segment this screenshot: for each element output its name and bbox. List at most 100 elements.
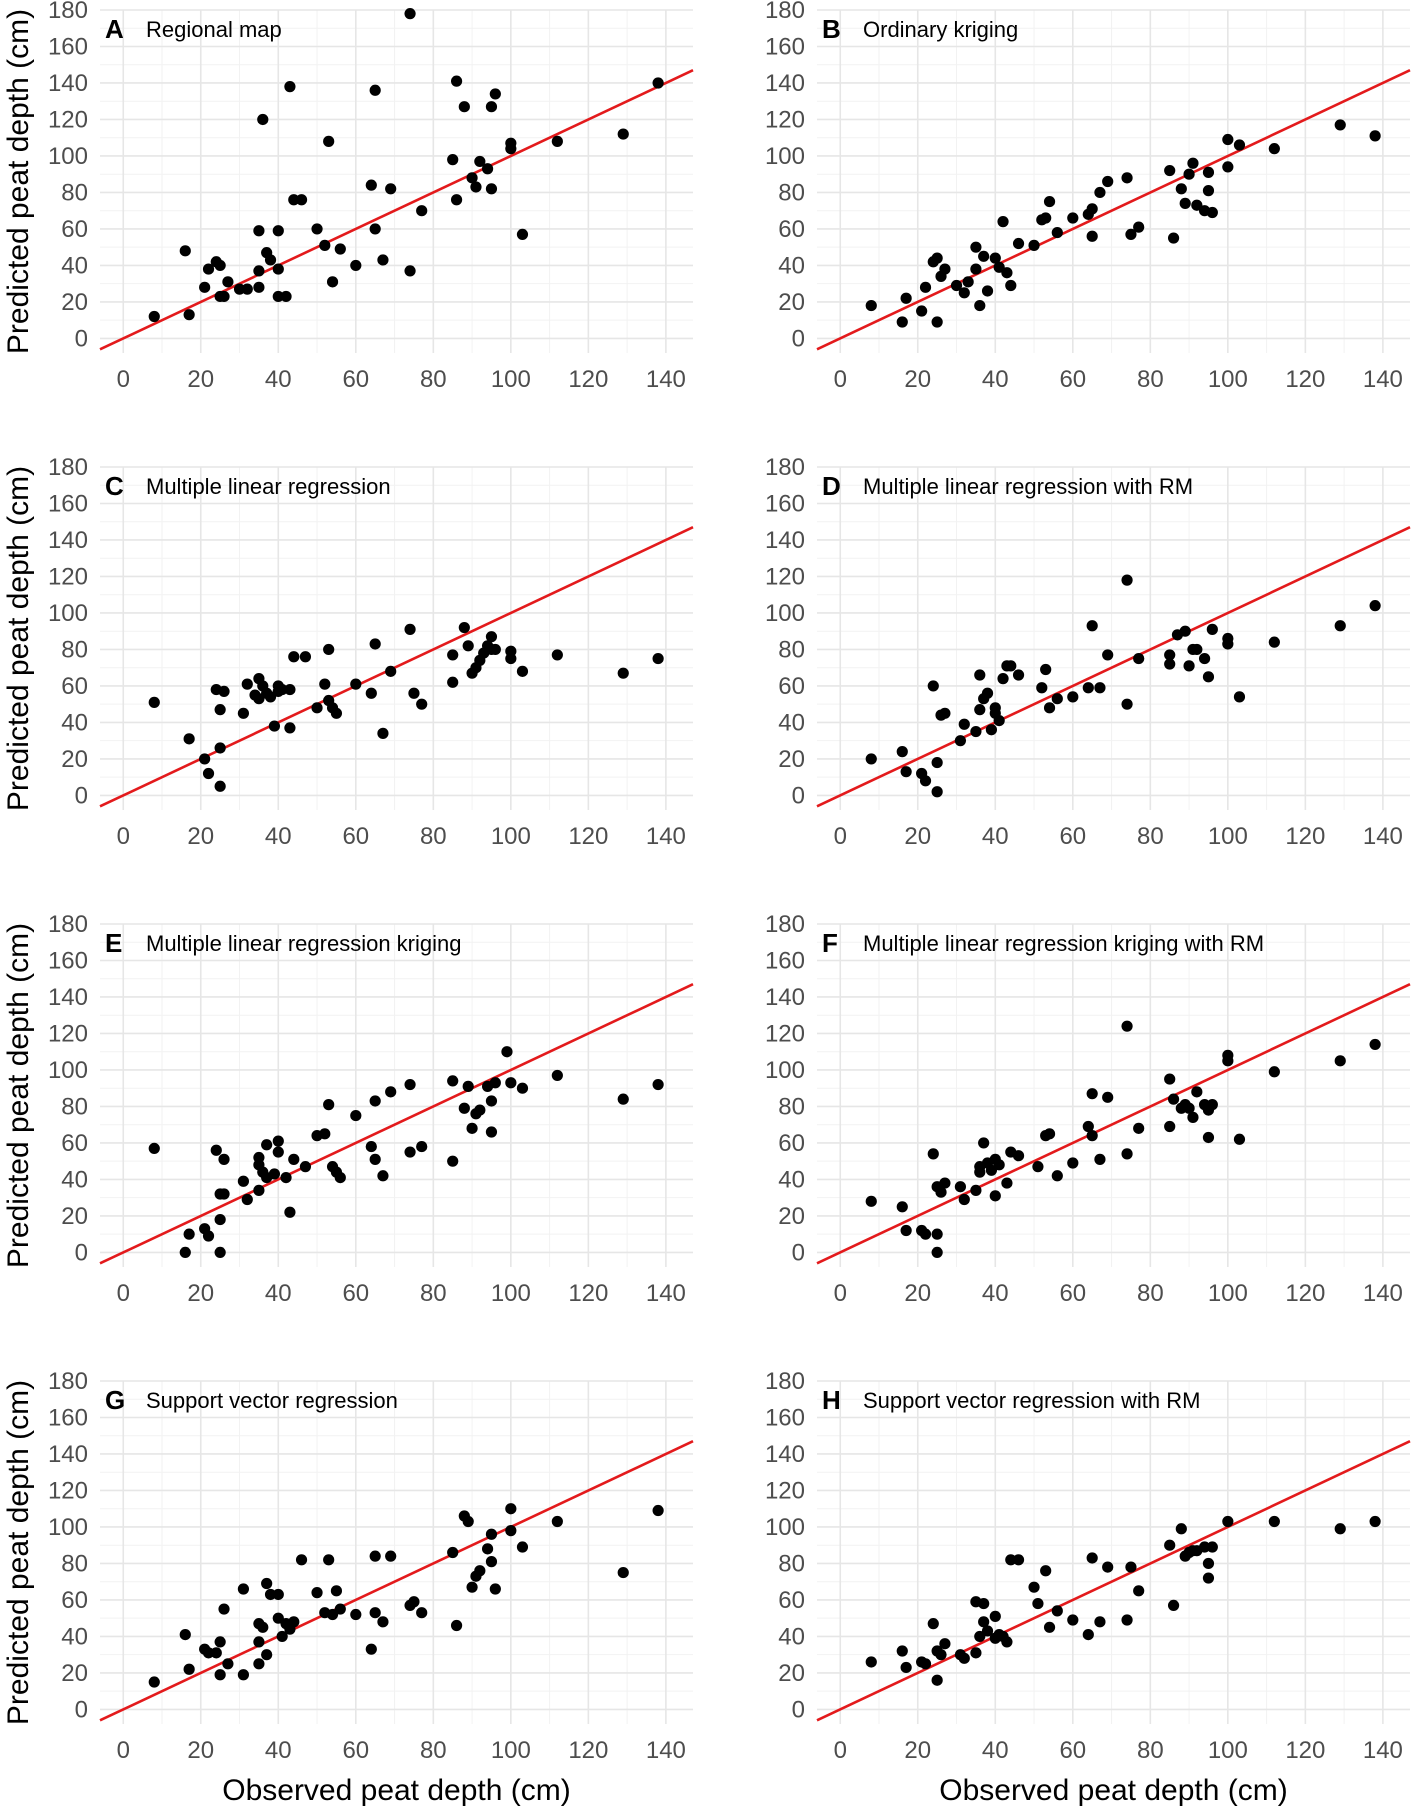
data-point bbox=[505, 143, 517, 155]
data-point bbox=[179, 1246, 191, 1259]
data-point bbox=[218, 1603, 230, 1615]
data-point bbox=[447, 1155, 459, 1167]
y-tick-label: 20 bbox=[778, 746, 805, 773]
data-point bbox=[369, 638, 381, 650]
y-tick-label: 180 bbox=[48, 0, 88, 24]
data-point bbox=[931, 1246, 943, 1259]
data-point bbox=[253, 281, 265, 293]
data-point bbox=[1206, 206, 1218, 219]
data-point bbox=[1086, 203, 1098, 215]
y-tick-label: 0 bbox=[75, 1696, 88, 1723]
x-tick-label: 120 bbox=[1285, 823, 1325, 850]
data-point bbox=[1167, 1599, 1180, 1612]
data-point bbox=[450, 75, 463, 87]
data-point bbox=[896, 746, 908, 758]
x-tick-label: 20 bbox=[187, 1737, 214, 1764]
data-point bbox=[1102, 649, 1114, 661]
data-point bbox=[1334, 1055, 1346, 1067]
data-point bbox=[927, 1618, 939, 1630]
data-point bbox=[551, 1069, 563, 1082]
data-point bbox=[1222, 1515, 1234, 1528]
x-tick-label: 40 bbox=[265, 1280, 292, 1307]
data-point bbox=[516, 1082, 529, 1094]
data-point bbox=[865, 1195, 877, 1207]
panel-letter: D bbox=[822, 471, 841, 501]
data-point bbox=[1051, 226, 1063, 239]
data-point bbox=[1334, 119, 1346, 131]
data-point bbox=[466, 1122, 478, 1134]
y-axis-title: Predicted peat depth (cm) bbox=[2, 923, 35, 1268]
data-point bbox=[377, 727, 389, 739]
y-tick-label: 60 bbox=[61, 216, 88, 243]
data-point bbox=[1164, 1120, 1176, 1133]
data-point bbox=[1268, 636, 1280, 648]
data-point bbox=[1043, 1621, 1056, 1633]
data-point bbox=[264, 691, 277, 703]
data-point bbox=[311, 223, 323, 235]
y-tick-label: 80 bbox=[778, 179, 805, 206]
data-point bbox=[978, 1597, 990, 1610]
data-point bbox=[617, 128, 629, 140]
data-point bbox=[1206, 623, 1218, 635]
x-tick-label: 0 bbox=[834, 366, 847, 393]
data-point bbox=[1067, 212, 1079, 224]
data-point bbox=[896, 1645, 908, 1657]
data-point bbox=[1094, 682, 1106, 694]
panel-title: Multiple linear regression bbox=[146, 474, 391, 499]
x-tick-label: 60 bbox=[342, 366, 369, 393]
data-point bbox=[551, 135, 563, 147]
data-point bbox=[652, 652, 664, 665]
y-tick-label: 60 bbox=[61, 1130, 88, 1157]
data-point bbox=[272, 1612, 284, 1624]
data-point bbox=[241, 1193, 253, 1206]
data-point bbox=[323, 643, 335, 656]
data-point bbox=[214, 742, 226, 754]
x-tick-label: 100 bbox=[1208, 1737, 1248, 1764]
data-point bbox=[272, 1146, 284, 1158]
data-point bbox=[1001, 1636, 1013, 1648]
data-point bbox=[377, 1170, 389, 1182]
data-point bbox=[974, 1630, 986, 1643]
x-tick-label: 40 bbox=[982, 366, 1009, 393]
data-point bbox=[253, 1184, 265, 1196]
data-point bbox=[1233, 139, 1246, 151]
x-tick-label: 60 bbox=[342, 1280, 369, 1307]
data-point bbox=[939, 707, 951, 719]
data-point bbox=[179, 245, 191, 257]
data-point bbox=[334, 1603, 346, 1615]
x-tick-label: 140 bbox=[646, 366, 686, 393]
data-point bbox=[233, 283, 246, 295]
data-point bbox=[919, 775, 932, 787]
data-point bbox=[489, 1077, 501, 1089]
data-point bbox=[276, 683, 288, 696]
data-point bbox=[385, 665, 397, 677]
data-point bbox=[1175, 183, 1187, 195]
y-tick-label: 20 bbox=[61, 1660, 88, 1687]
data-point bbox=[489, 1583, 501, 1595]
data-point bbox=[1051, 693, 1063, 705]
y-tick-label: 20 bbox=[61, 289, 88, 316]
data-point bbox=[1094, 1153, 1106, 1165]
data-point bbox=[485, 1556, 498, 1568]
data-point bbox=[1175, 1523, 1187, 1535]
x-tick-label: 0 bbox=[834, 1737, 847, 1764]
data-point bbox=[485, 1095, 498, 1107]
data-point bbox=[993, 261, 1005, 273]
data-point bbox=[326, 1608, 339, 1621]
x-tick-label: 140 bbox=[1363, 1280, 1403, 1307]
y-tick-label: 120 bbox=[48, 563, 88, 590]
data-point bbox=[1187, 1111, 1199, 1123]
data-point bbox=[1125, 228, 1137, 241]
data-point bbox=[1005, 660, 1017, 672]
x-tick-label: 80 bbox=[1137, 1280, 1164, 1307]
data-point bbox=[1005, 279, 1017, 292]
data-point bbox=[1102, 1561, 1114, 1573]
y-tick-label: 160 bbox=[765, 1404, 805, 1431]
x-tick-label: 80 bbox=[420, 366, 447, 393]
panel-letter: E bbox=[105, 928, 122, 958]
data-point bbox=[268, 720, 281, 732]
reference-line bbox=[816, 983, 1411, 1265]
data-point bbox=[981, 285, 994, 297]
data-point bbox=[447, 1546, 459, 1559]
data-point bbox=[202, 1230, 215, 1242]
